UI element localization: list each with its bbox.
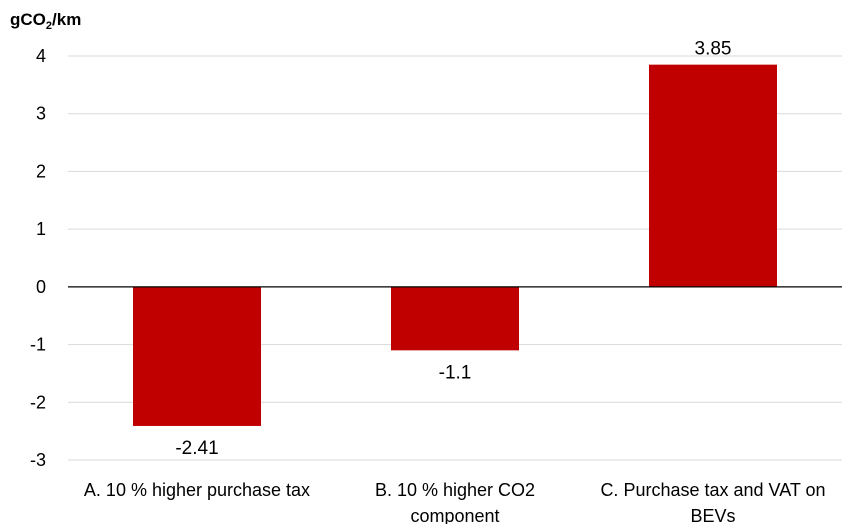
y-axis-label: gCO2/km bbox=[10, 10, 81, 32]
bar bbox=[391, 286, 519, 351]
y-axis-label-main: gCO bbox=[10, 10, 46, 29]
data-labels: -2.41 -1.1 3.85 bbox=[175, 39, 731, 459]
data-label: 3.85 bbox=[695, 39, 732, 60]
y-tick-label: 4 bbox=[36, 46, 46, 66]
category-labels: A. 10 % higher purchase tax B. 10 % highe… bbox=[84, 480, 826, 524]
data-label: -2.41 bbox=[175, 438, 218, 459]
bars bbox=[133, 64, 777, 426]
category-label: C. Purchase tax and VAT on bbox=[600, 480, 825, 500]
y-axis-label-suffix: /km bbox=[52, 10, 81, 29]
data-label: -1.1 bbox=[439, 362, 472, 383]
category-label: BEVs bbox=[690, 506, 735, 524]
bar bbox=[133, 286, 261, 426]
y-axis-label-subscript: 2 bbox=[46, 20, 52, 32]
y-tick-label: 0 bbox=[36, 277, 46, 297]
y-tick-label: 1 bbox=[36, 219, 46, 239]
y-tick-label: 2 bbox=[36, 161, 46, 181]
category-label: A. 10 % higher purchase tax bbox=[84, 480, 310, 500]
category-label: component bbox=[410, 506, 499, 524]
y-axis-ticks: 4 3 2 1 0 -1 -2 -3 bbox=[30, 46, 46, 470]
bar bbox=[649, 64, 777, 287]
category-label: B. 10 % higher CO2 bbox=[375, 480, 535, 500]
y-tick-label: 3 bbox=[36, 104, 46, 124]
y-tick-label: -3 bbox=[30, 450, 46, 470]
y-tick-label: -2 bbox=[30, 392, 46, 412]
y-tick-label: -1 bbox=[30, 335, 46, 355]
